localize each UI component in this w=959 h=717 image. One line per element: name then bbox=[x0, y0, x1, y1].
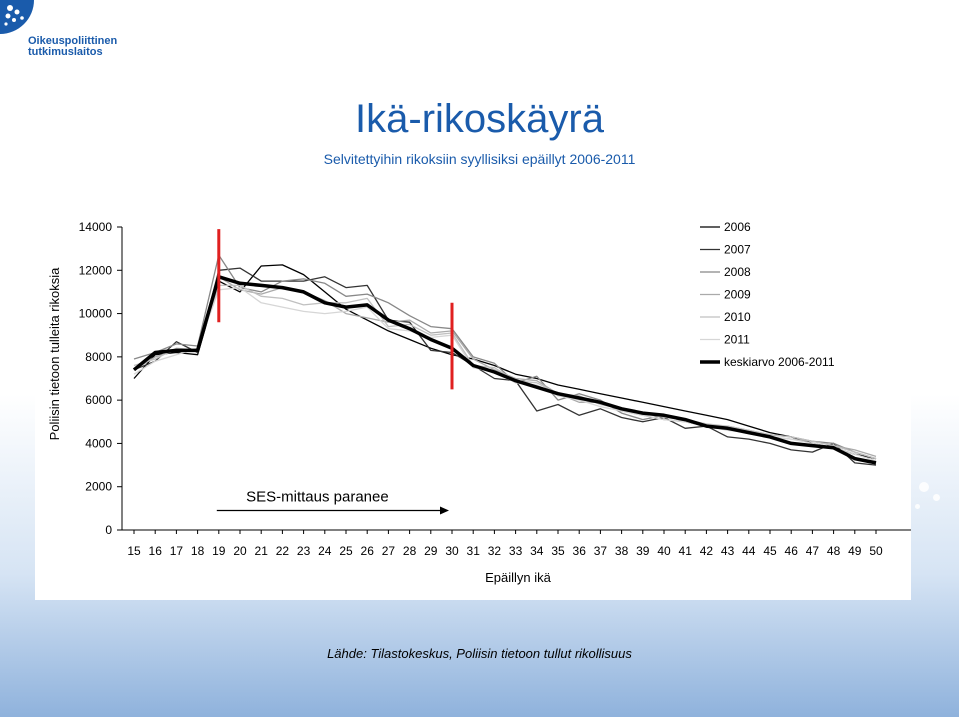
x-tick-label: 32 bbox=[488, 544, 502, 558]
series-line-2010 bbox=[133, 284, 877, 460]
legend-label: 2009 bbox=[724, 288, 751, 302]
logo-line-2: tutkimuslaitos bbox=[28, 46, 103, 58]
x-tick-label: 46 bbox=[785, 544, 799, 558]
x-tick-label: 24 bbox=[318, 544, 332, 558]
x-tick-label: 39 bbox=[636, 544, 650, 558]
logo-line-1: Oikeuspoliittinen bbox=[28, 35, 118, 47]
x-tick-label: 20 bbox=[233, 544, 247, 558]
x-tick-label: 18 bbox=[191, 544, 205, 558]
y-tick-label: 14000 bbox=[79, 220, 113, 234]
x-tick-label: 49 bbox=[848, 544, 862, 558]
legend-label: 2010 bbox=[724, 310, 751, 324]
x-tick-label: 42 bbox=[700, 544, 714, 558]
chart-panel: 0 2000 4000 6000 8000 10000 12000 14000 15 16 17 18… bbox=[35, 194, 911, 600]
x-tick-label: 33 bbox=[509, 544, 523, 558]
page-subtitle: Selvitettyihin rikoksiin syyllisiksi epä… bbox=[323, 151, 636, 167]
x-tick-label: 17 bbox=[170, 544, 184, 558]
annotation-arrow-head bbox=[440, 506, 449, 515]
x-tick-label: 47 bbox=[806, 544, 820, 558]
annotation-text: SES-mittaus paranee bbox=[246, 489, 389, 506]
y-tick-label: 4000 bbox=[85, 436, 112, 450]
x-tick-label: 34 bbox=[530, 544, 544, 558]
x-tick-label: 37 bbox=[594, 544, 608, 558]
x-tick-label: 44 bbox=[742, 544, 756, 558]
x-tick-label: 31 bbox=[467, 544, 481, 558]
x-tick-label: 19 bbox=[212, 544, 226, 558]
x-tick-label: 36 bbox=[573, 544, 587, 558]
y-tick-label: 2000 bbox=[85, 480, 112, 494]
x-tick-label: 29 bbox=[424, 544, 438, 558]
legend-label: 2007 bbox=[724, 243, 751, 257]
page-title: Ikä-rikoskäyrä bbox=[355, 97, 604, 141]
series-line-2006 bbox=[133, 264, 877, 460]
x-tick-label: 45 bbox=[763, 544, 777, 558]
age-crime-chart: 0 2000 4000 6000 8000 10000 12000 14000 15 16 17 18… bbox=[47, 220, 911, 585]
legend-label: 2008 bbox=[724, 265, 751, 279]
logo-text: Oikeuspoliittinen tutkimuslaitos bbox=[28, 36, 117, 58]
legend-label: keskiarvo 2006-2011 bbox=[724, 355, 835, 369]
y-axis-label: Poliisin tietoon tulleita rikoksia bbox=[47, 267, 62, 440]
x-tick-label: 15 bbox=[127, 544, 141, 558]
legend-label: 2011 bbox=[724, 333, 750, 347]
series-line-2007 bbox=[133, 267, 877, 466]
organization-logo: Oikeuspoliittinen tutkimuslaitos bbox=[0, 0, 140, 60]
x-tick-label: 27 bbox=[382, 544, 396, 558]
x-tick-label: 38 bbox=[615, 544, 629, 558]
y-tick-label: 10000 bbox=[79, 307, 113, 321]
y-tick-label: 12000 bbox=[79, 263, 113, 277]
chart-legend: 2006 2007 2008 2009 2010 2011 keskiarvo 2006-2… bbox=[700, 220, 835, 369]
series-line-average bbox=[132, 275, 877, 465]
x-tick-label: 50 bbox=[869, 544, 883, 558]
x-tick-label: 40 bbox=[657, 544, 671, 558]
x-tick-label: 28 bbox=[403, 544, 417, 558]
x-tick-label: 21 bbox=[255, 544, 269, 558]
x-tick-label: 25 bbox=[339, 544, 353, 558]
x-tick-label: 22 bbox=[276, 544, 290, 558]
x-tick-label: 48 bbox=[827, 544, 841, 558]
decorative-bubbles bbox=[913, 470, 953, 530]
x-tick-label: 16 bbox=[149, 544, 163, 558]
x-tick-label: 41 bbox=[679, 544, 693, 558]
x-tick-label: 26 bbox=[361, 544, 375, 558]
x-tick-label: 30 bbox=[445, 544, 459, 558]
chart-series bbox=[132, 254, 877, 466]
y-tick-label: 8000 bbox=[85, 350, 112, 364]
legend-label: 2006 bbox=[724, 220, 751, 234]
chart-axes: 0 2000 4000 6000 8000 10000 12000 14000 15 16 17 18… bbox=[79, 220, 911, 558]
x-tick-label: 23 bbox=[297, 544, 311, 558]
x-tick-label: 35 bbox=[551, 544, 565, 558]
y-tick-label: 6000 bbox=[85, 393, 112, 407]
chart-annotation: SES-mittaus paranee bbox=[216, 229, 454, 515]
x-tick-label: 43 bbox=[721, 544, 735, 558]
x-axis-label: Epäillyn ikä bbox=[485, 570, 552, 585]
y-tick-label: 0 bbox=[105, 523, 112, 537]
logo-emblem-icon bbox=[0, 0, 34, 34]
source-note: Lähde: Tilastokeskus, Poliisin tietoon t… bbox=[327, 646, 632, 661]
